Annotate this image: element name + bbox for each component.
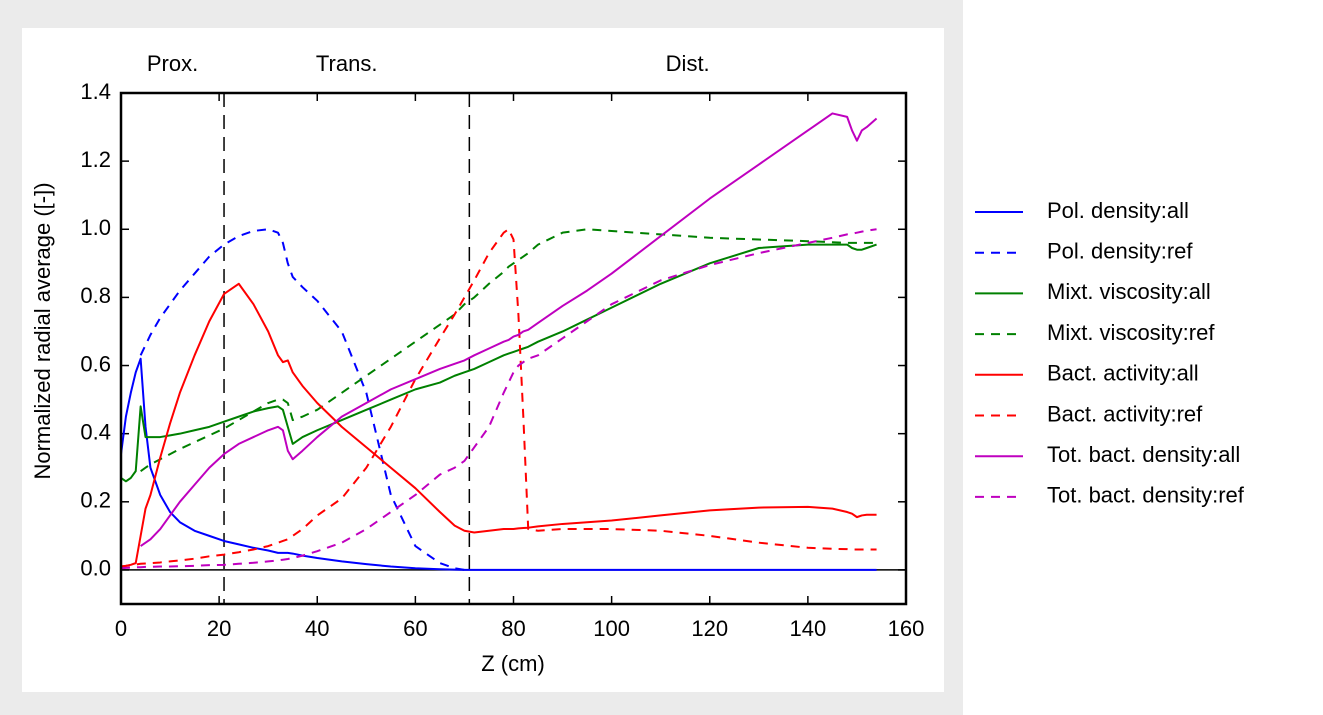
region-label: Dist. [666, 51, 710, 76]
series-line [140, 228, 877, 472]
y-tick-label: 0.6 [80, 351, 111, 376]
x-tick-label: 60 [403, 616, 427, 641]
series-line [120, 282, 877, 568]
x-tick-label: 0 [115, 616, 127, 641]
series-line [120, 357, 877, 571]
y-tick-label: 1.0 [80, 215, 111, 240]
series-line [139, 228, 465, 571]
legend-label: Pol. density:all [1047, 198, 1189, 223]
y-tick-label: 1.2 [80, 147, 111, 172]
region-label: Prox. [147, 51, 198, 76]
x-tick-label: 20 [207, 616, 231, 641]
x-tick-label: 120 [691, 616, 728, 641]
x-tick-label: 80 [501, 616, 525, 641]
series-line [120, 228, 877, 568]
y-tick-label: 0.4 [80, 419, 111, 444]
legend-label: Pol. density:ref [1047, 239, 1193, 264]
x-tick-label: 140 [790, 616, 827, 641]
region-label: Trans. [316, 51, 378, 76]
legend-label: Mixt. viscosity:all [1047, 279, 1211, 304]
legend-label: Tot. bact. density:ref [1047, 483, 1245, 508]
series-line [120, 243, 877, 483]
x-tick-label: 160 [888, 616, 925, 641]
series-line [140, 112, 878, 547]
figure-background [22, 28, 944, 692]
plot-frame [119, 91, 908, 606]
series-line [120, 228, 877, 570]
y-tick-label: 1.4 [80, 79, 111, 104]
x-axis-label: Z (cm) [481, 651, 545, 676]
y-tick-label: 0.2 [80, 488, 111, 513]
legend-label: Bact. activity:ref [1047, 401, 1203, 426]
x-tick-label: 100 [593, 616, 630, 641]
y-tick-label: 0.0 [80, 556, 111, 581]
legend-label: Bact. activity:all [1047, 361, 1199, 386]
x-tick-label: 40 [305, 616, 329, 641]
y-axis-label: Normalized radial average ([-]) [30, 182, 55, 479]
y-tick-label: 0.8 [80, 283, 111, 308]
legend-label: Mixt. viscosity:ref [1047, 320, 1215, 345]
legend-label: Tot. bact. density:all [1047, 442, 1240, 467]
